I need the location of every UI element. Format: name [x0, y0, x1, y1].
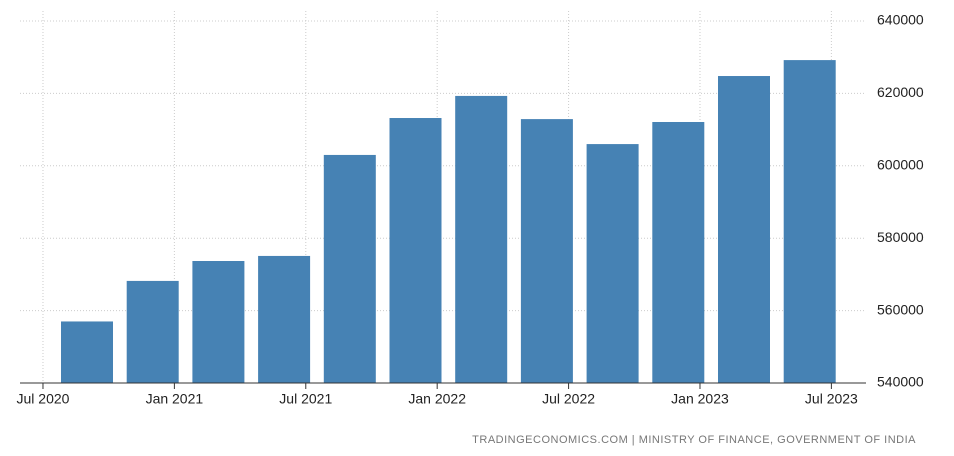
bar [323, 154, 376, 383]
x-tick-label: Jul 2020 [17, 391, 70, 407]
x-tick-label: Jan 2021 [146, 391, 204, 407]
bar [258, 255, 311, 383]
x-tick-label: Jul 2022 [542, 391, 595, 407]
x-tick-label: Jul 2021 [279, 391, 332, 407]
bar [652, 121, 705, 384]
y-tick-label: 600000 [877, 157, 924, 173]
x-tick-label: Jan 2022 [408, 391, 466, 407]
bar [61, 321, 113, 383]
y-tick-label: 540000 [877, 374, 924, 390]
x-tick-label: Jul 2023 [805, 391, 858, 407]
y-tick-label: 560000 [877, 301, 924, 317]
bar [389, 118, 442, 384]
source: TRADINGECONOMICS.COM | MINISTRY OF FINAN… [472, 434, 916, 446]
bar [520, 119, 573, 384]
bar [586, 144, 639, 383]
bar [192, 261, 245, 383]
bar [783, 60, 836, 383]
bar [126, 280, 179, 383]
bar [455, 95, 508, 384]
y-tick-label: 580000 [877, 229, 924, 245]
y-tick-label: 620000 [877, 84, 924, 100]
y-tick-label: 640000 [877, 12, 924, 28]
x-tick-label: Jan 2023 [671, 391, 729, 407]
bar [718, 76, 770, 384]
